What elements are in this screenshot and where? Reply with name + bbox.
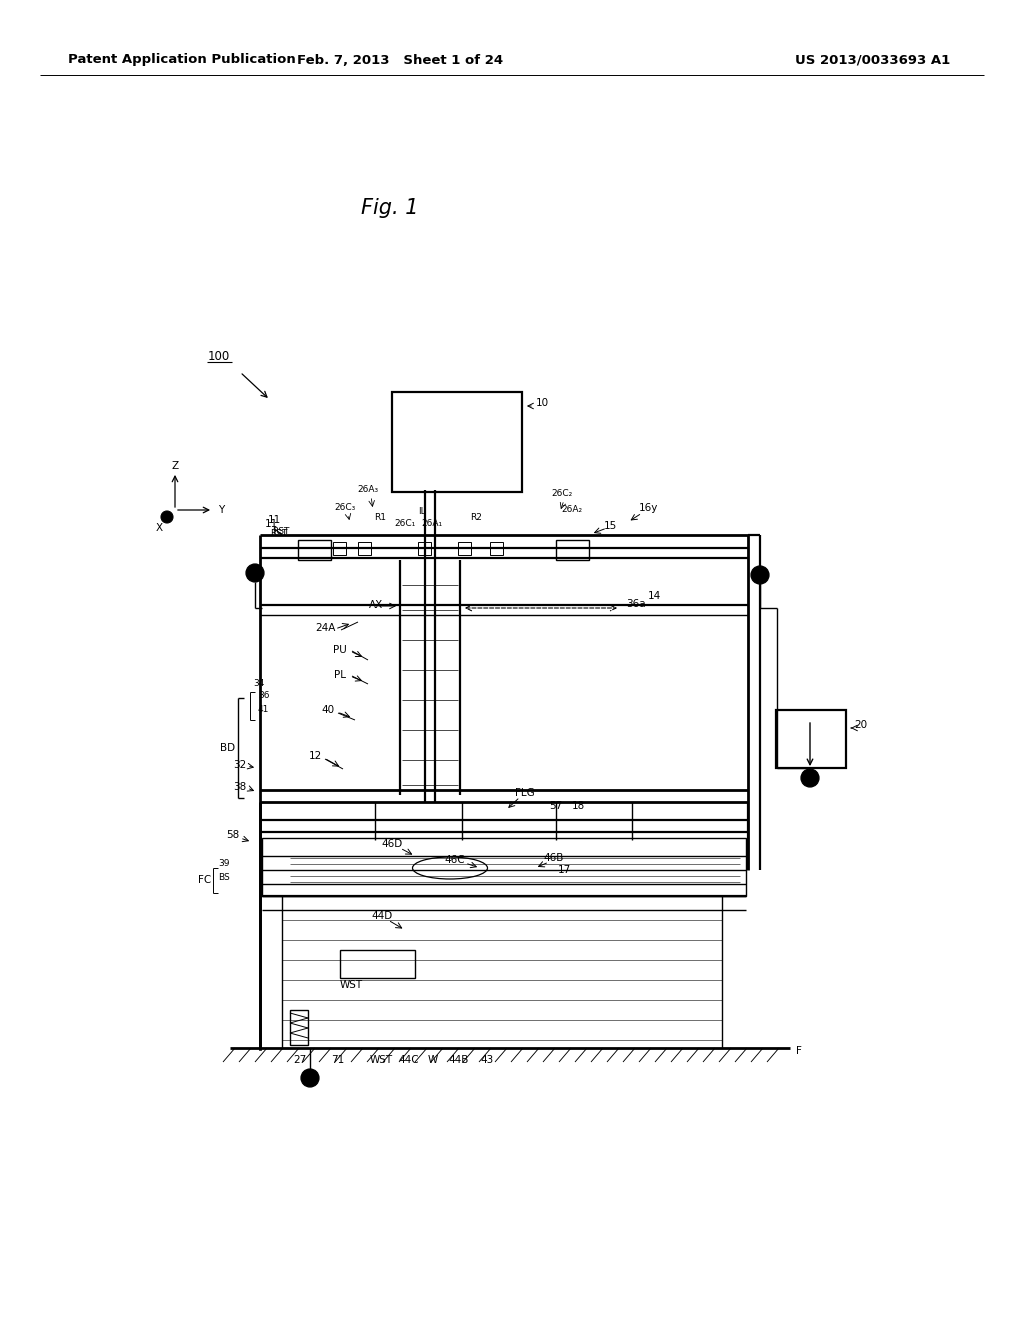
Text: W: W bbox=[428, 1055, 438, 1065]
Circle shape bbox=[301, 1069, 319, 1086]
Text: 43: 43 bbox=[480, 1055, 494, 1065]
Text: PU: PU bbox=[333, 645, 347, 655]
Text: 39: 39 bbox=[218, 858, 229, 867]
Text: 26C₂: 26C₂ bbox=[551, 490, 572, 499]
Text: WST: WST bbox=[340, 979, 364, 990]
Text: 57: 57 bbox=[549, 801, 562, 810]
Text: BS: BS bbox=[218, 874, 229, 883]
Text: 38: 38 bbox=[233, 781, 247, 792]
Text: X: X bbox=[156, 523, 163, 533]
Text: 44D: 44D bbox=[372, 911, 392, 921]
Text: Fig. 1: Fig. 1 bbox=[361, 198, 419, 218]
Text: F: F bbox=[796, 1045, 802, 1056]
Text: b: b bbox=[307, 1073, 313, 1082]
Text: RST: RST bbox=[270, 529, 288, 539]
Text: 100: 100 bbox=[208, 350, 230, 363]
Bar bbox=[262, 838, 746, 896]
Text: US 2013/0033693 A1: US 2013/0033693 A1 bbox=[795, 54, 950, 66]
Text: 32: 32 bbox=[233, 760, 247, 770]
Text: 24A: 24A bbox=[314, 623, 335, 634]
Text: 14: 14 bbox=[648, 591, 662, 601]
Text: AX: AX bbox=[369, 601, 383, 610]
Text: FC: FC bbox=[199, 875, 212, 884]
Text: 40: 40 bbox=[322, 705, 335, 715]
Text: R1: R1 bbox=[374, 513, 386, 523]
Text: a: a bbox=[252, 568, 258, 578]
Bar bbox=[556, 540, 589, 560]
Text: 44B: 44B bbox=[449, 1055, 468, 1065]
Text: 58: 58 bbox=[226, 830, 240, 840]
Text: b: b bbox=[807, 774, 813, 783]
Text: 46B: 46B bbox=[544, 853, 564, 863]
Text: FLG: FLG bbox=[515, 788, 535, 799]
Text: IL: IL bbox=[418, 507, 426, 516]
Circle shape bbox=[161, 511, 173, 523]
Circle shape bbox=[246, 564, 264, 582]
Text: 16y: 16y bbox=[638, 503, 657, 513]
Text: 44C: 44C bbox=[398, 1055, 419, 1065]
Text: WST: WST bbox=[370, 1055, 393, 1065]
Bar bbox=[392, 392, 522, 492]
Text: 46D: 46D bbox=[381, 840, 402, 849]
Bar bbox=[290, 1010, 308, 1045]
Circle shape bbox=[801, 770, 819, 787]
Text: 27: 27 bbox=[293, 1055, 306, 1065]
Bar bbox=[776, 710, 846, 768]
Text: 26A₁: 26A₁ bbox=[422, 520, 442, 528]
Bar bbox=[298, 540, 331, 560]
Text: 11: 11 bbox=[264, 519, 278, 529]
Text: 36: 36 bbox=[258, 692, 269, 701]
Text: a: a bbox=[757, 570, 763, 579]
Text: 36a: 36a bbox=[626, 599, 645, 609]
Text: 18: 18 bbox=[571, 801, 585, 810]
Text: 10: 10 bbox=[536, 399, 549, 408]
Text: 20: 20 bbox=[854, 719, 867, 730]
Bar bbox=[458, 543, 471, 554]
Text: 46C: 46C bbox=[444, 855, 465, 865]
Text: R2: R2 bbox=[470, 513, 482, 523]
Text: 26A₃: 26A₃ bbox=[357, 486, 379, 495]
Text: 11: 11 bbox=[267, 515, 281, 525]
Bar bbox=[333, 543, 346, 554]
Text: 15: 15 bbox=[603, 521, 616, 531]
Text: PL: PL bbox=[334, 671, 346, 680]
Circle shape bbox=[751, 566, 769, 583]
Text: 34: 34 bbox=[253, 678, 264, 688]
Text: 41: 41 bbox=[258, 705, 269, 714]
Text: Z: Z bbox=[171, 461, 178, 471]
Text: 26C₃: 26C₃ bbox=[335, 503, 355, 512]
Text: 26A₂: 26A₂ bbox=[561, 506, 583, 515]
Bar bbox=[340, 950, 415, 978]
Text: 12: 12 bbox=[308, 751, 322, 762]
Text: Patent Application Publication: Patent Application Publication bbox=[68, 54, 296, 66]
Text: 71: 71 bbox=[332, 1055, 345, 1065]
Text: 26C₁: 26C₁ bbox=[394, 520, 416, 528]
Text: 17: 17 bbox=[557, 865, 570, 875]
Text: RST: RST bbox=[272, 527, 290, 536]
Text: Feb. 7, 2013   Sheet 1 of 24: Feb. 7, 2013 Sheet 1 of 24 bbox=[297, 54, 503, 66]
Text: BD: BD bbox=[220, 743, 236, 752]
Text: Y: Y bbox=[218, 506, 224, 515]
Bar bbox=[490, 543, 503, 554]
Bar bbox=[358, 543, 371, 554]
Bar bbox=[418, 543, 431, 554]
